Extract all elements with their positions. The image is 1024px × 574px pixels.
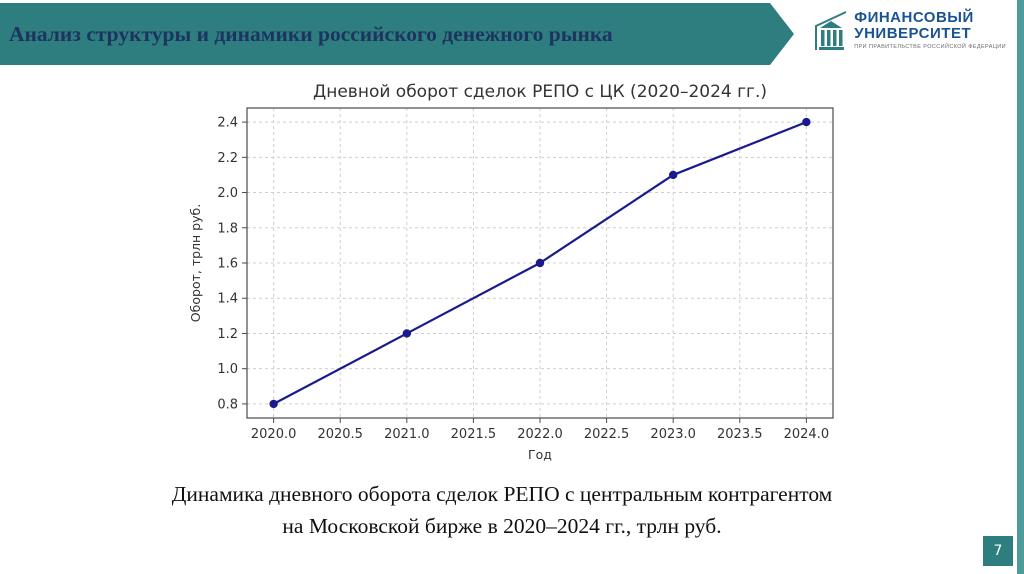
svg-text:Оборот, трлн руб.: Оборот, трлн руб. bbox=[188, 204, 203, 322]
svg-text:1.6: 1.6 bbox=[217, 257, 238, 272]
svg-text:1.2: 1.2 bbox=[217, 327, 238, 342]
svg-text:2020.0: 2020.0 bbox=[251, 427, 296, 442]
header-band: Анализ структуры и динамики российского … bbox=[0, 3, 794, 65]
svg-text:2023.0: 2023.0 bbox=[650, 427, 696, 442]
svg-text:2.2: 2.2 bbox=[217, 151, 238, 166]
logo-line-1: ФИНАНСОВЫЙ bbox=[854, 9, 974, 26]
svg-text:2022.5: 2022.5 bbox=[584, 427, 630, 442]
svg-text:Дневной оборот сделок РЕПО с Ц: Дневной оборот сделок РЕПО с ЦК (2020–20… bbox=[313, 82, 767, 102]
svg-text:1.8: 1.8 bbox=[217, 221, 238, 236]
logo-line-2: УНИВЕРСИТЕТ bbox=[854, 24, 972, 42]
svg-text:2024.0: 2024.0 bbox=[784, 427, 830, 442]
svg-text:2021.0: 2021.0 bbox=[384, 427, 430, 442]
caption-line-2: на Московской бирже в 2020–2024 гг., трл… bbox=[282, 514, 722, 538]
svg-text:2022.0: 2022.0 bbox=[517, 427, 563, 442]
chart-svg: 2020.0 2020.5 2021.0 2021.5 2022.0 2022.5 2023… bbox=[188, 82, 834, 462]
svg-text:0.8: 0.8 bbox=[217, 397, 238, 412]
svg-text:1.0: 1.0 bbox=[217, 362, 238, 377]
svg-text:2021.5: 2021.5 bbox=[451, 427, 497, 442]
slide-title: Анализ структуры и динамики российского … bbox=[9, 21, 613, 46]
svg-text:1.4: 1.4 bbox=[217, 292, 238, 307]
svg-text:2.4: 2.4 bbox=[217, 116, 238, 131]
chart-caption: Динамика дневного оборота сделок РЕПО с … bbox=[0, 478, 1004, 542]
repo-turnover-line-chart: 2020.0 2020.5 2021.0 2021.5 2022.0 2022.5 2023… bbox=[185, 80, 845, 468]
svg-text:Год: Год bbox=[528, 447, 552, 462]
svg-text:2023.5: 2023.5 bbox=[717, 427, 763, 442]
svg-text:2.0: 2.0 bbox=[217, 186, 238, 201]
logo-subtitle: ПРИ ПРАВИТЕЛЬСТВЕ РОССИЙСКОЙ ФЕДЕРАЦИИ bbox=[854, 43, 1006, 50]
university-logo-text: ФИНАНСОВЫЙ УНИВЕРСИТЕТ ПРИ ПРАВИТЕЛЬСТВЕ… bbox=[854, 10, 1006, 50]
right-accent-strip bbox=[1017, 0, 1024, 574]
university-logo: ФИНАНСОВЫЙ УНИВЕРСИТЕТ ПРИ ПРАВИТЕЛЬСТВЕ… bbox=[814, 10, 1006, 54]
page-number-badge: 7 bbox=[983, 536, 1013, 566]
caption-line-1: Динамика дневного оборота сделок РЕПО с … bbox=[171, 482, 833, 506]
university-building-icon bbox=[815, 11, 847, 50]
svg-text:2020.5: 2020.5 bbox=[317, 427, 363, 442]
